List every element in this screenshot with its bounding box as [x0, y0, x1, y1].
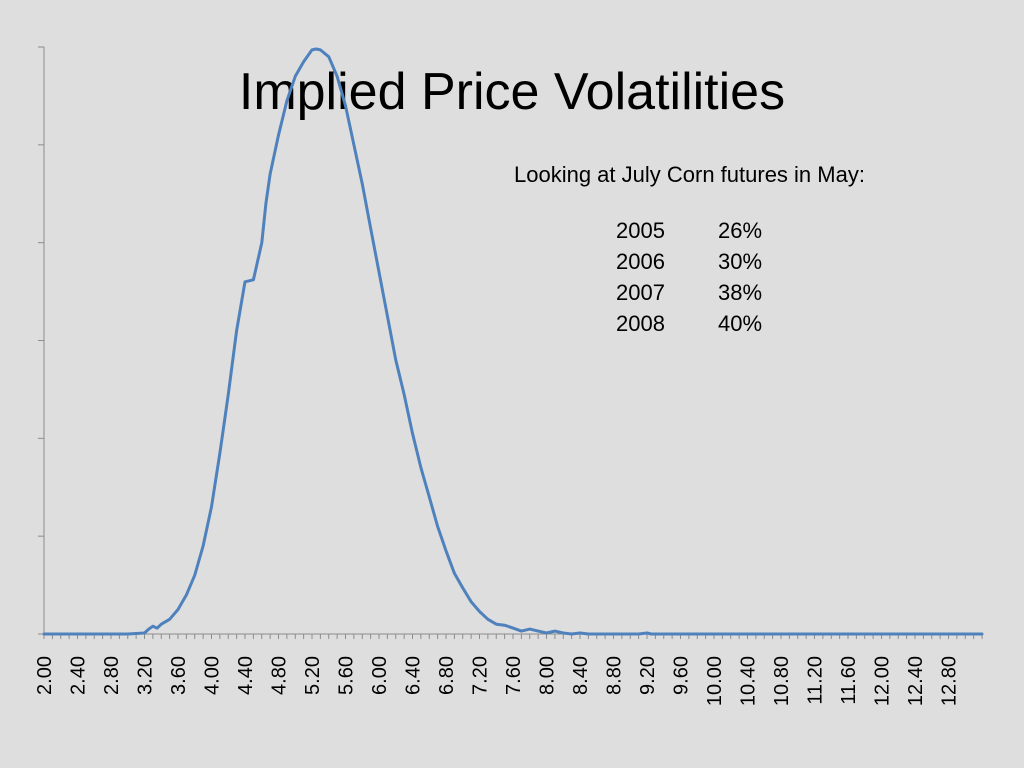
slide-title: Implied Price Volatilities — [238, 63, 786, 121]
note-year: 2008 — [616, 311, 665, 336]
x-tick-label: 4.40 — [235, 656, 257, 695]
x-tick-label: 6.00 — [369, 656, 391, 695]
x-tick-label: 2.00 — [34, 656, 56, 695]
note-value: 38% — [718, 280, 763, 305]
note-row-2005: 2005 26% — [514, 218, 865, 249]
x-tick-label: 12.40 — [905, 656, 927, 706]
x-tick-label: 4.00 — [202, 656, 224, 695]
x-tick-label: 4.80 — [269, 656, 291, 695]
x-tick-label: 10.00 — [704, 656, 726, 706]
x-tick-label: 3.60 — [168, 656, 190, 695]
x-tick-label: 2.80 — [101, 656, 123, 695]
x-tick-label: 8.40 — [570, 656, 592, 695]
x-tick-label: 9.20 — [637, 656, 659, 695]
x-tick-label: 7.60 — [503, 656, 525, 695]
series-line — [42, 47, 984, 636]
note-row-2007: 2007 38% — [514, 280, 865, 311]
x-tick-label: 11.20 — [805, 656, 827, 705]
x-tick-label: 5.60 — [336, 656, 358, 695]
x-tick-label: 8.00 — [537, 656, 559, 695]
x-tick-label: 10.80 — [771, 656, 793, 706]
note-value: 26% — [718, 218, 763, 243]
chart-axes: 2.00 2.40 2.80 3.20 3.60 4.00 4.40 4.80 5.20 5.60… — [34, 46, 983, 706]
x-tick-label: 11.60 — [838, 656, 860, 705]
note-year: 2006 — [616, 249, 665, 274]
note-value: 30% — [718, 249, 763, 274]
x-tick-label: 9.60 — [671, 656, 693, 695]
note-year: 2005 — [616, 218, 665, 243]
x-tick-label: 8.80 — [604, 656, 626, 695]
note-value: 40% — [718, 311, 763, 336]
x-tick-label: 2.40 — [68, 656, 90, 695]
x-tick-label: 12.00 — [872, 656, 894, 706]
x-tick-label: 6.40 — [403, 656, 425, 695]
note-row-2006: 2006 30% — [514, 249, 865, 280]
note-heading: Looking at July Corn futures in May: — [514, 162, 865, 187]
note-year: 2007 — [616, 280, 665, 305]
x-tick-label: 12.80 — [939, 656, 961, 706]
chart-series — [42, 47, 984, 636]
x-tick-label: 6.80 — [436, 656, 458, 695]
volatility-note: Looking at July Corn futures in May: 200… — [514, 162, 865, 342]
x-tick-label: 3.20 — [135, 656, 157, 695]
x-tick-label: 10.40 — [738, 656, 760, 706]
x-tick-label: 7.20 — [470, 656, 492, 695]
x-tick-label: 5.20 — [302, 656, 324, 695]
note-row-2008: 2008 40% — [514, 311, 865, 342]
